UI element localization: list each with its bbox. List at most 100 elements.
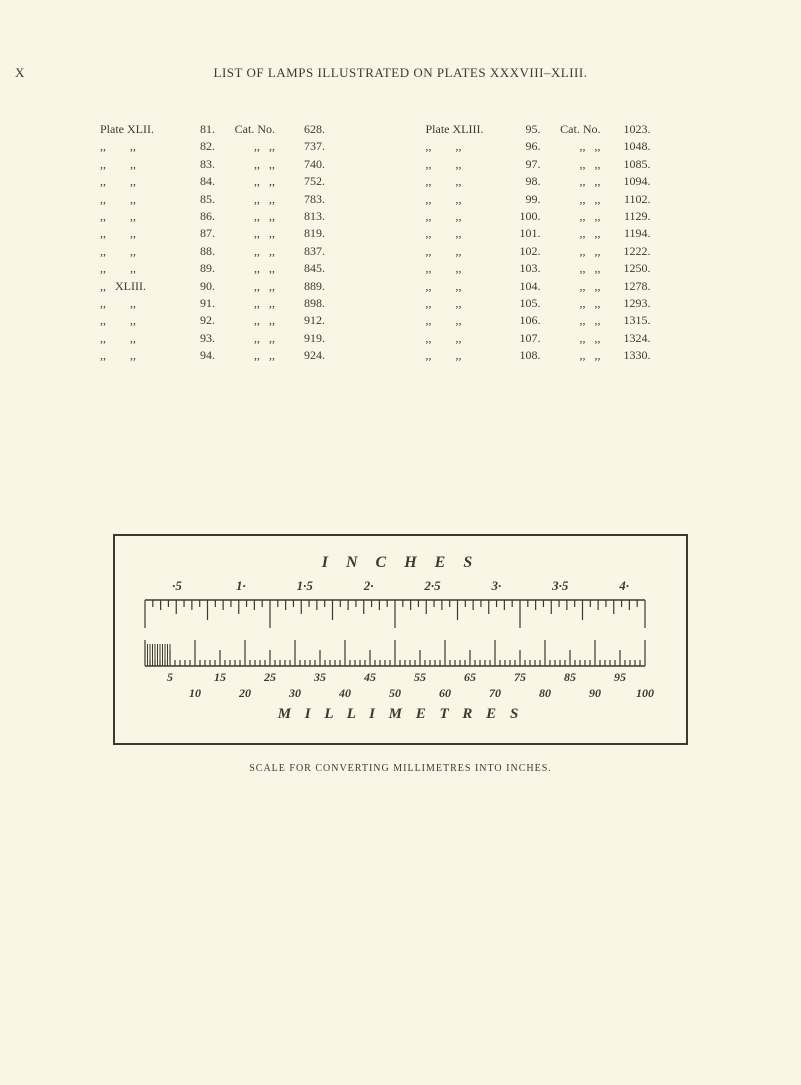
plate-cell: ,, ,, [100, 156, 175, 173]
cat-prefix-cell: ,, ,, [541, 191, 601, 208]
mm-ruler-svg [140, 632, 650, 670]
table-row: ,, ,,92.,, ,,912. [100, 312, 376, 329]
item-number-cell: 108. [501, 347, 541, 364]
table-row: ,, ,,103.,, ,,1250. [426, 260, 702, 277]
cat-number-cell: 912. [275, 312, 325, 329]
item-number-cell: 92. [175, 312, 215, 329]
item-number-cell: 107. [501, 330, 541, 347]
cat-prefix-cell: ,, ,, [541, 208, 601, 225]
plate-cell: ,, ,, [100, 138, 175, 155]
cat-number-cell: 1194. [601, 225, 651, 242]
plate-cell: ,, ,, [100, 330, 175, 347]
plate-cell: ,, ,, [426, 156, 501, 173]
cat-prefix-cell: ,, ,, [215, 278, 275, 295]
item-number-cell: 104. [501, 278, 541, 295]
item-number-cell: 84. [175, 173, 215, 190]
cat-number-cell: 628. [275, 121, 325, 138]
cat-prefix-cell: ,, ,, [215, 260, 275, 277]
cat-number-cell: 1330. [601, 347, 651, 364]
cat-prefix-cell: ,, ,, [215, 312, 275, 329]
plate-cell: ,, ,, [100, 243, 175, 260]
table-row: ,, ,,84.,, ,,752. [100, 173, 376, 190]
plate-cell: ,, ,, [426, 243, 501, 260]
mm-minor-label: 50 [389, 686, 401, 701]
cat-prefix-cell: ,, ,, [215, 330, 275, 347]
item-number-cell: 90. [175, 278, 215, 295]
plate-cell: ,, ,, [426, 278, 501, 295]
table-row: ,, ,,101.,, ,,1194. [426, 225, 702, 242]
plate-cell: ,, ,, [426, 208, 501, 225]
cat-prefix-cell: Cat. No. [541, 121, 601, 138]
item-number-cell: 97. [501, 156, 541, 173]
cat-prefix-cell: ,, ,, [541, 278, 601, 295]
mm-major-label: 95 [614, 670, 626, 685]
page-header: X LIST OF LAMPS ILLUSTRATED ON PLATES XX… [100, 65, 701, 81]
cat-prefix-cell: ,, ,, [215, 191, 275, 208]
table-row: ,, ,,94.,, ,,924. [100, 347, 376, 364]
item-number-cell: 89. [175, 260, 215, 277]
cat-prefix-cell: ,, ,, [541, 295, 601, 312]
cat-number-cell: 1324. [601, 330, 651, 347]
table-row: ,, ,,97.,, ,,1085. [426, 156, 702, 173]
plate-cell: ,, ,, [426, 173, 501, 190]
mm-major-label: 65 [464, 670, 476, 685]
plate-cell: ,, ,, [100, 347, 175, 364]
plate-cell: ,, XLIII. [100, 278, 175, 295]
plate-cell: ,, ,, [426, 295, 501, 312]
cat-number-cell: 1129. [601, 208, 651, 225]
plate-cell: ,, ,, [100, 295, 175, 312]
cat-prefix-cell: ,, ,, [215, 156, 275, 173]
cat-number-cell: 1222. [601, 243, 651, 260]
cat-prefix-cell: ,, ,, [215, 225, 275, 242]
item-number-cell: 87. [175, 225, 215, 242]
cat-prefix-cell: ,, ,, [541, 156, 601, 173]
mm-major-label: 85 [564, 670, 576, 685]
item-number-cell: 102. [501, 243, 541, 260]
plate-cell: ,, ,, [426, 260, 501, 277]
table-row: ,, ,,100.,, ,,1129. [426, 208, 702, 225]
table-row: ,, ,,108.,, ,,1330. [426, 347, 702, 364]
cat-number-cell: 898. [275, 295, 325, 312]
table-row: Plate XLII.81.Cat. No.628. [100, 121, 376, 138]
plate-cell: Plate XLII. [100, 121, 175, 138]
cat-number-cell: 845. [275, 260, 325, 277]
table-row: ,, ,,102.,, ,,1222. [426, 243, 702, 260]
item-number-cell: 99. [501, 191, 541, 208]
table-row: ,, ,,85.,, ,,783. [100, 191, 376, 208]
item-number-cell: 103. [501, 260, 541, 277]
item-number-cell: 98. [501, 173, 541, 190]
mm-major-label: 5 [167, 670, 173, 685]
mm-minor-label: 90 [589, 686, 601, 701]
ruler-title-mm: M I L L I M E T R E S [140, 706, 661, 723]
table-row: ,, XLIII.90.,, ,,889. [100, 278, 376, 295]
table-row: ,, ,,91.,, ,,898. [100, 295, 376, 312]
cat-number-cell: 1023. [601, 121, 651, 138]
mm-minor-label: 40 [339, 686, 351, 701]
mm-minor-label: 30 [289, 686, 301, 701]
mm-minor-label: 20 [239, 686, 251, 701]
plate-cell: ,, ,, [100, 312, 175, 329]
cat-prefix-cell: ,, ,, [541, 243, 601, 260]
cat-prefix-cell: ,, ,, [541, 330, 601, 347]
inch-label: 1·5 [273, 578, 337, 594]
table-row: ,, ,,105.,, ,,1293. [426, 295, 702, 312]
scale-caption: SCALE FOR CONVERTING MILLIMETRES INTO IN… [100, 763, 701, 774]
cat-number-cell: 1315. [601, 312, 651, 329]
plate-cell: ,, ,, [426, 191, 501, 208]
ruler-title-inches: I N C H E S [140, 554, 661, 572]
item-number-cell: 96. [501, 138, 541, 155]
cat-number-cell: 1085. [601, 156, 651, 173]
cat-number-cell: 837. [275, 243, 325, 260]
inch-labels-row: ·51·1·52·2·53·3·54· [140, 578, 661, 594]
inch-label: 2·5 [401, 578, 465, 594]
mm-minor-label: 100 [636, 686, 654, 701]
table-row: ,, ,,106.,, ,,1315. [426, 312, 702, 329]
inch-label: 2· [337, 578, 401, 594]
right-table: Plate XLIII.95.Cat. No.1023.,, ,,96.,, ,… [426, 121, 702, 364]
inch-label: 4· [592, 578, 656, 594]
cat-number-cell: 1094. [601, 173, 651, 190]
mm-minor-label: 70 [489, 686, 501, 701]
cat-prefix-cell: ,, ,, [215, 208, 275, 225]
cat-prefix-cell: ,, ,, [215, 173, 275, 190]
cat-prefix-cell: ,, ,, [541, 347, 601, 364]
